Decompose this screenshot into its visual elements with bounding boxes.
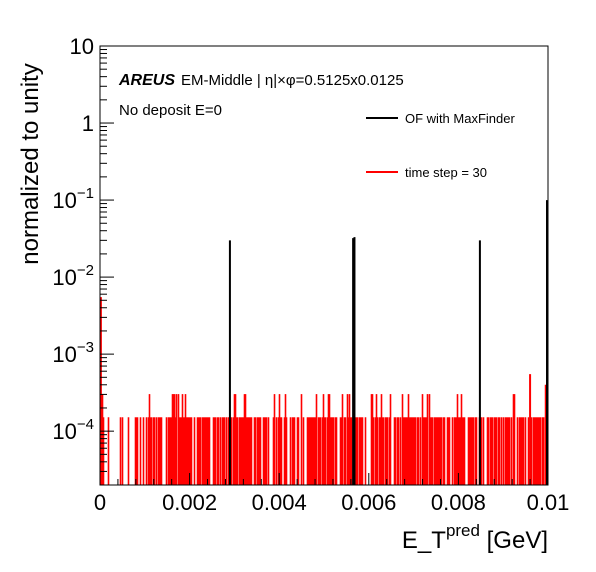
y-tick-base: 10 [52,188,76,213]
y-tick-base: 10 [52,419,76,444]
y-tick-exponent: −1 [77,185,94,202]
plot-frame [99,45,549,486]
legend: OF with MaxFinder time step = 30 [358,98,546,198]
brand-label: AREUS [118,72,175,89]
note-label: No deposit E=0 [119,102,222,119]
x-tick-label: 0.002 [162,490,217,515]
x-axis-label-superscript: pred [446,521,480,540]
y-axis-label: normalized to unity [17,63,44,264]
y-tick-label: 10−3 [52,339,94,367]
y-tick-label: 10−4 [52,416,94,444]
svg-text:E_Tpred [GeV]: E_Tpred [GeV] [402,521,548,554]
y-tick-exponent: −4 [77,416,94,433]
y-tick-base: 10 [52,265,76,290]
x-axis-label-unit: [GeV] [487,527,548,554]
y-tick-exponent: −3 [77,339,94,356]
y-tick-base: 10 [70,34,94,59]
subtitle-label: EM-Middle | η|×φ=0.5125x0.0125 [181,72,404,89]
y-tick-label: 10−1 [52,185,94,213]
y-tick-base: 10 [52,342,76,367]
legend-label-time-step: time step = 30 [405,165,487,180]
y-tick-base: 1 [82,111,94,136]
x-axis-label: E_Tpred [GeV] [402,521,548,554]
x-axis-label-main: E_T [402,527,446,554]
x-tick-label: 0.004 [252,490,307,515]
y-tick-label: 1 [82,111,94,136]
x-tick-label: 0.006 [341,490,396,515]
x-tick-label: 0 [94,490,106,515]
y-tick-label: 10−2 [52,262,94,290]
black-spike-series [228,200,548,485]
legend-background [358,98,546,198]
y-tick-label: 10 [70,34,94,59]
x-axis: 0 0.002 0.004 0.006 0.008 0.01 [94,473,570,515]
legend-label-of-maxfinder: OF with MaxFinder [405,111,515,126]
x-tick-label: 0.008 [431,490,486,515]
x-tick-label: 0.01 [527,490,570,515]
y-tick-exponent: −2 [77,262,94,279]
